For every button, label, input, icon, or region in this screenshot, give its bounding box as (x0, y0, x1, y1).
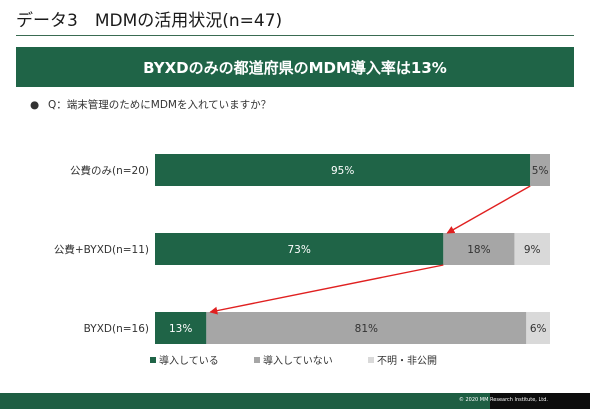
bar-segment (206, 312, 527, 344)
bar-segment (530, 154, 550, 186)
data-label: 6% (530, 323, 547, 335)
slide-title: データ3 MDMの活用状況(n=47) (16, 11, 283, 31)
headline-banner: BYXDのみの都道府県のMDM導入率は13% (16, 47, 574, 87)
category-label: 公費+BYXD(n=11) (54, 243, 149, 256)
legend-label: 導入していない (263, 354, 333, 367)
data-label: 95% (331, 165, 354, 177)
data-label: 13% (169, 323, 192, 335)
annotation-arrow (446, 185, 531, 234)
question-bullet: ● (30, 99, 40, 111)
bar-segment (155, 154, 531, 186)
bar-segment (155, 312, 207, 344)
data-label: 73% (288, 244, 311, 256)
copyright-text: © 2020 MM Research Institute, Ltd. (458, 397, 548, 403)
legend-swatch (368, 357, 374, 363)
data-label: 5% (532, 165, 549, 177)
data-label: 81% (355, 323, 378, 335)
annotation-arrow (209, 264, 444, 315)
category-label: BYXD(n=16) (84, 323, 149, 335)
bar-segment (443, 233, 515, 265)
category-label: 公費のみ(n=20) (70, 164, 149, 177)
bar-segment (155, 233, 444, 265)
question-text: Q：端末管理のためにMDMを入れていますか？ (48, 99, 272, 111)
legend-label: 導入している (159, 354, 219, 367)
data-label: 18% (467, 244, 490, 256)
title-divider (16, 35, 574, 36)
footer-bar (0, 393, 590, 409)
legend-swatch (150, 357, 156, 363)
footer-accent (490, 393, 590, 409)
bar-segment (514, 233, 550, 265)
legend-label: 不明・非公開 (377, 355, 437, 367)
data-label: 9% (524, 244, 541, 256)
legend-swatch (254, 357, 260, 363)
bar-segment (526, 312, 550, 344)
survey-question: ● Q：端末管理のためにMDMを入れていますか？ (30, 97, 271, 112)
headline-text: BYXDのみの都道府県のMDM導入率は13% (143, 58, 447, 77)
